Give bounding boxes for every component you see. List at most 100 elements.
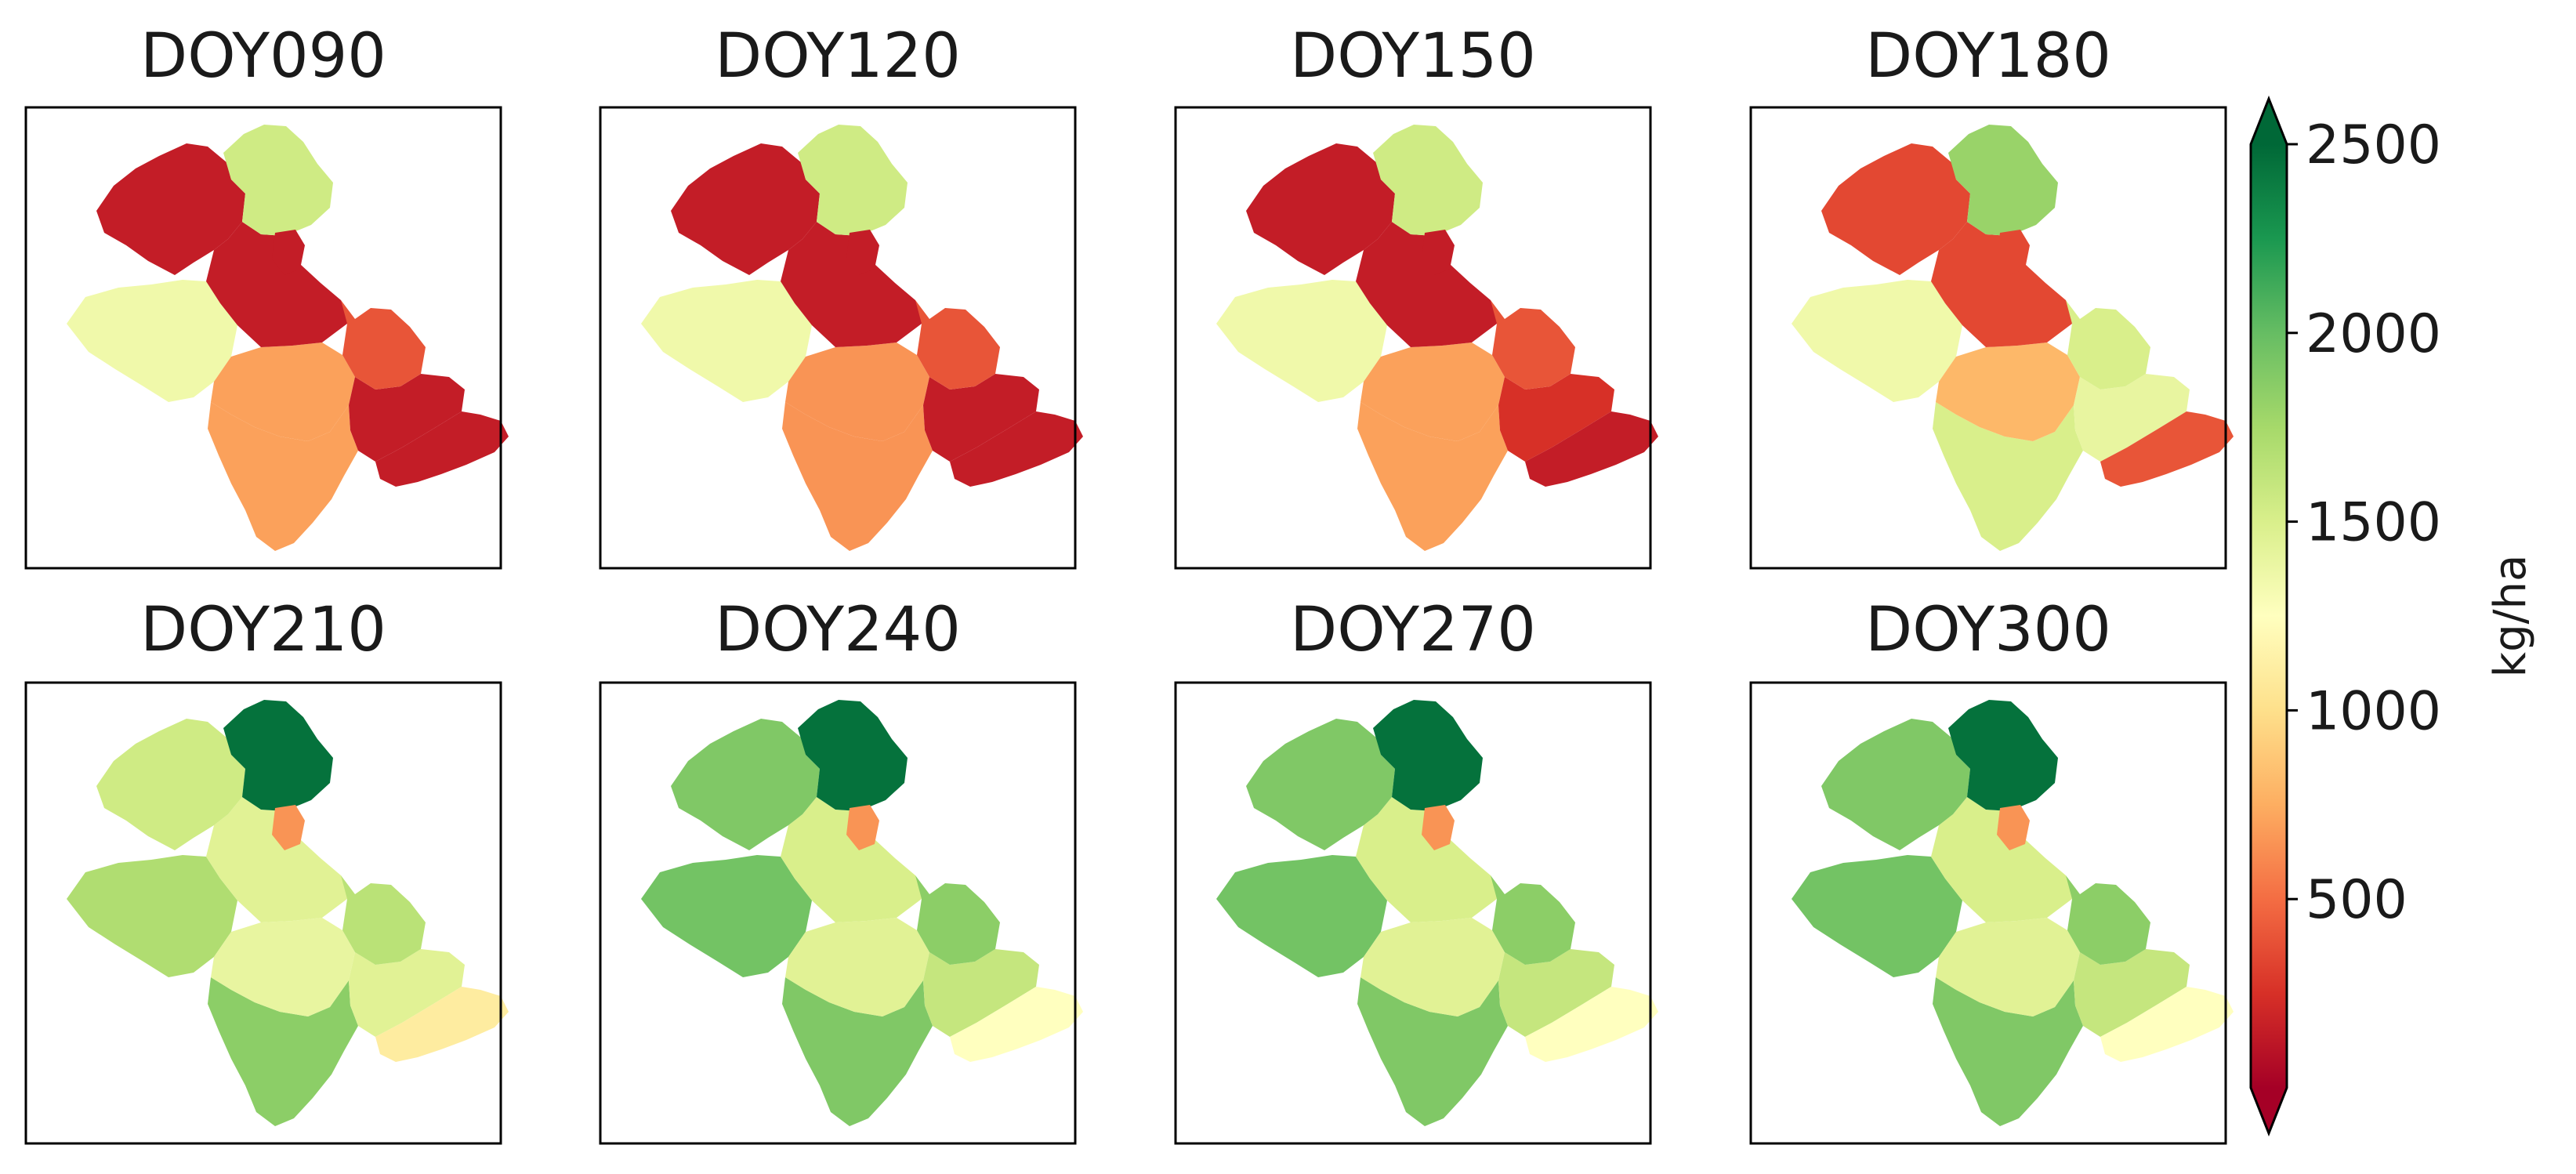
colorbar-gradient bbox=[2251, 144, 2287, 1088]
panel-frame bbox=[599, 681, 1077, 1145]
panel-title: DOY210 bbox=[140, 595, 386, 665]
colorbar-tick-label: 2500 bbox=[2306, 114, 2441, 176]
map-zone-south-center bbox=[1360, 918, 1505, 1016]
map-zone-south-east bbox=[1498, 374, 1614, 462]
colorbar-tick-label: 1500 bbox=[2306, 492, 2441, 554]
panel-title: DOY120 bbox=[715, 21, 961, 92]
map-zone-east-tail bbox=[2100, 411, 2234, 487]
panel-title: DOY180 bbox=[1865, 21, 2111, 92]
map-zone-north bbox=[798, 700, 908, 811]
map-panels: DOY090 DOY120 DOY150 DOY180 DOY210 DOY240 DOY2… bbox=[24, 21, 2234, 1145]
panel-title: DOY270 bbox=[1290, 595, 1536, 665]
map-zone-north bbox=[223, 125, 333, 236]
map-zone-east-mid bbox=[322, 294, 426, 390]
map-zone-east-tail bbox=[375, 411, 509, 487]
panel-frame bbox=[24, 681, 502, 1145]
map-zone-west bbox=[1216, 280, 1387, 402]
map-zone-south bbox=[782, 977, 933, 1126]
map-zone-east-tail bbox=[2100, 987, 2234, 1062]
map-zone-south-east bbox=[2074, 374, 2190, 462]
panel-title: DOY150 bbox=[1290, 21, 1536, 92]
map-zone-south-east bbox=[2074, 949, 2190, 1037]
map-panel bbox=[1174, 106, 1658, 570]
map-zone-south-center bbox=[211, 918, 355, 1016]
map-zone-north bbox=[1373, 125, 1483, 236]
colorbar-extend-max bbox=[2251, 99, 2287, 144]
map-zone-east-mid bbox=[2047, 869, 2150, 965]
panel-title: DOY300 bbox=[1865, 595, 2111, 665]
map-zone-south bbox=[1933, 977, 2083, 1126]
map-zone-center bbox=[1356, 222, 1497, 347]
map-zone-south-east bbox=[1498, 949, 1614, 1037]
map-zone-east-mid bbox=[897, 294, 1000, 390]
colorbar-tick-label: 2000 bbox=[2306, 303, 2441, 365]
map-zone-east-mid bbox=[897, 869, 1000, 965]
map-panel bbox=[599, 681, 1083, 1145]
map-zone-east-mid bbox=[1472, 294, 1575, 390]
map-zone-south-center bbox=[1360, 342, 1505, 441]
map-zone-center bbox=[781, 222, 922, 347]
panel-frame bbox=[1174, 106, 1652, 570]
map-zone-south-center bbox=[1936, 342, 2080, 441]
colorbar-outline bbox=[2249, 95, 2288, 1137]
map-zone-neck bbox=[1422, 230, 1455, 275]
map-zone-nw bbox=[96, 143, 245, 275]
map-zone-center bbox=[781, 797, 922, 922]
map-zone-south-east bbox=[923, 374, 1039, 462]
map-panel bbox=[599, 106, 1083, 570]
map-panel bbox=[24, 681, 509, 1145]
map-zone-north bbox=[1373, 700, 1483, 811]
panel-frame bbox=[599, 106, 1077, 570]
map-zone-west bbox=[1216, 855, 1387, 977]
map-zone-south bbox=[1357, 977, 1508, 1126]
map-panel bbox=[1749, 106, 2234, 570]
map-zone-east-tail bbox=[950, 411, 1083, 487]
map-zone-south-center bbox=[211, 342, 355, 441]
map-zone-east-tail bbox=[375, 987, 509, 1062]
map-zone-west bbox=[67, 855, 237, 977]
panel-frame bbox=[24, 106, 502, 570]
map-zone-south-east bbox=[923, 949, 1039, 1037]
map-zone-west bbox=[67, 280, 237, 402]
map-zone-neck bbox=[1422, 805, 1455, 850]
map-zone-north bbox=[798, 125, 908, 236]
map-zone-south-east bbox=[349, 949, 465, 1037]
map-zone-south-center bbox=[785, 342, 929, 441]
map-zone-center bbox=[1356, 797, 1497, 922]
map-panel bbox=[1749, 681, 2234, 1145]
map-zone-nw bbox=[1821, 719, 1970, 850]
map-zone-center bbox=[1931, 797, 2072, 922]
map-zone-north bbox=[1948, 700, 2058, 811]
map-zone-nw bbox=[671, 719, 820, 850]
map-zone-nw bbox=[1821, 143, 1970, 275]
map-zone-nw bbox=[96, 719, 245, 850]
map-zone-east-mid bbox=[1472, 869, 1575, 965]
map-zone-east-tail bbox=[950, 987, 1083, 1062]
map-zone-south bbox=[208, 402, 358, 551]
map-zone-south bbox=[1933, 402, 2083, 551]
map-zone-neck bbox=[846, 230, 879, 275]
map-zone-south bbox=[782, 402, 933, 551]
colorbar-tick-label: 1000 bbox=[2306, 680, 2441, 742]
colorbar: 500 1000 1500 2000 2500 kg/ha bbox=[2249, 95, 2536, 1137]
map-zone-neck bbox=[272, 805, 305, 850]
map-zone-north bbox=[223, 700, 333, 811]
panel-frame bbox=[1174, 681, 1652, 1145]
map-zone-west bbox=[641, 280, 812, 402]
map-zone-east-mid bbox=[2047, 294, 2150, 390]
panel-title: DOY240 bbox=[715, 595, 961, 665]
map-zone-east-tail bbox=[1525, 987, 1658, 1062]
colorbar-extend-min bbox=[2251, 1088, 2287, 1133]
map-zone-south bbox=[1357, 402, 1508, 551]
colorbar-label: kg/ha bbox=[2485, 555, 2536, 678]
map-zone-east-tail bbox=[1525, 411, 1658, 487]
map-panel bbox=[24, 106, 509, 570]
panel-title: DOY090 bbox=[140, 21, 386, 92]
map-zone-nw bbox=[1246, 719, 1395, 850]
map-zone-south-east bbox=[349, 374, 465, 462]
panel-frame bbox=[1749, 681, 2227, 1145]
colorbar-tick-label: 500 bbox=[2306, 869, 2408, 931]
map-zone-west bbox=[1792, 280, 1962, 402]
map-zone-neck bbox=[846, 805, 879, 850]
